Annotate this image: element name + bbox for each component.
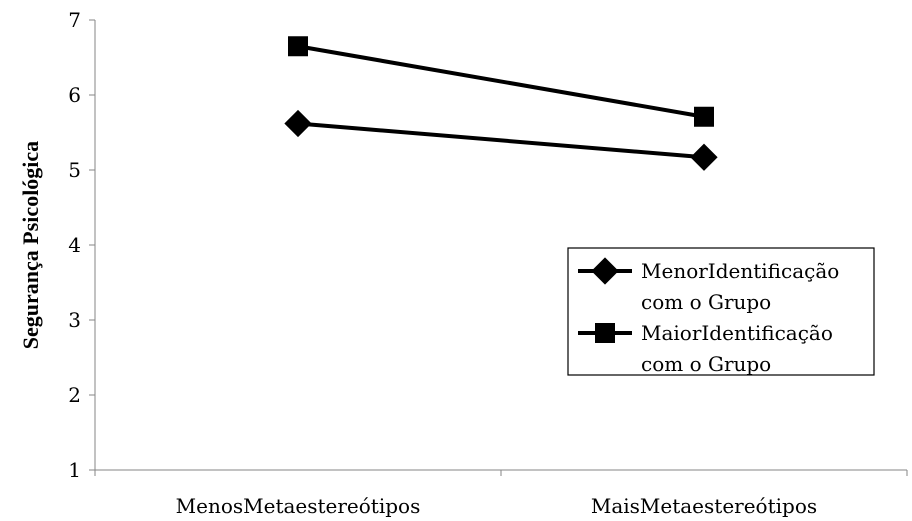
y-tick-label: 4 xyxy=(68,233,81,257)
data-point xyxy=(690,143,718,171)
x-tick-label: MaisMetaestereótipos xyxy=(591,494,817,518)
legend-marker xyxy=(591,257,619,285)
y-tick-label: 6 xyxy=(68,83,81,107)
legend-label: com o Grupo xyxy=(641,352,771,376)
legend-label: com o Grupo xyxy=(641,290,771,314)
series-line-2 xyxy=(297,44,705,119)
y-tick-label: 7 xyxy=(68,8,81,32)
y-tick-label: 1 xyxy=(68,458,81,482)
x-tick-label: MenosMetaestereótipos xyxy=(176,494,421,518)
y-tick-label: 5 xyxy=(68,158,81,182)
data-point xyxy=(694,106,714,127)
legend-marker xyxy=(595,323,615,343)
series-line-1 xyxy=(297,121,705,160)
series-layer xyxy=(284,36,718,171)
data-point xyxy=(288,36,308,57)
y-tick-label: 2 xyxy=(68,383,81,407)
legend-label: MenorIdentificação xyxy=(641,259,839,283)
legend-label: MaiorIdentificação xyxy=(641,321,833,345)
axes: 1 2 3 4 5 6 7 MenosMetaestereótipos MaisMetaeste… xyxy=(18,8,908,518)
y-tick-label: 3 xyxy=(68,308,81,332)
y-axis-title: Segurança Psicológica xyxy=(18,141,43,349)
data-point xyxy=(284,109,312,138)
legend: MenorIdentificação com o Grupo MaiorIdenti… xyxy=(567,247,875,376)
